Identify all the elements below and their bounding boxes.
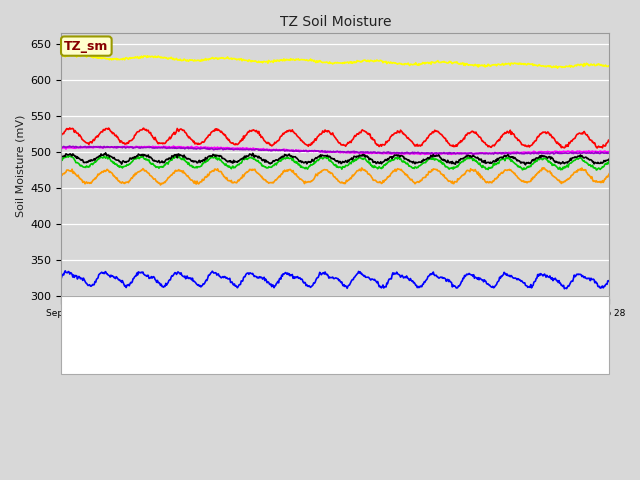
Theta_7 xyxy=(68,144,76,149)
Theta_7 xyxy=(180,145,188,151)
Theta_1 xyxy=(209,128,217,134)
Theta_2 xyxy=(58,173,65,179)
Theta_5 xyxy=(561,286,568,292)
Theta_3 xyxy=(180,56,188,62)
Theta_7 xyxy=(209,146,217,152)
Theta_6 xyxy=(421,152,429,157)
Theta_avg xyxy=(522,162,529,168)
Theta_4 xyxy=(403,161,410,167)
Theta_3 xyxy=(419,60,426,65)
Line: Theta_4: Theta_4 xyxy=(61,155,609,170)
Theta_2 xyxy=(605,171,613,177)
Theta_1 xyxy=(180,128,188,133)
Theta_2 xyxy=(403,173,410,179)
Theta_4 xyxy=(209,154,216,160)
Theta_avg xyxy=(67,153,75,158)
X-axis label: Time: Time xyxy=(321,324,349,334)
Theta_1 xyxy=(58,132,65,138)
Theta_avg xyxy=(102,150,109,156)
Theta_4 xyxy=(419,160,426,166)
Theta_5 xyxy=(180,274,188,280)
Theta_avg xyxy=(403,156,410,162)
Theta_4 xyxy=(211,152,219,158)
Theta_7 xyxy=(66,143,74,149)
Line: Theta_2: Theta_2 xyxy=(61,168,609,185)
Theta_avg xyxy=(419,159,426,165)
Theta_6 xyxy=(605,149,613,155)
Theta_6 xyxy=(180,144,188,150)
Line: Theta_7: Theta_7 xyxy=(61,146,609,154)
Theta_1 xyxy=(605,138,613,144)
Theta_2 xyxy=(180,170,188,176)
Theta_avg xyxy=(58,154,65,159)
Line: Theta_6: Theta_6 xyxy=(61,146,609,155)
Legend: Theta_7, Theta_avg: Theta_7, Theta_avg xyxy=(77,351,215,362)
Line: Theta_avg: Theta_avg xyxy=(61,153,609,165)
Theta_avg xyxy=(209,152,217,157)
Theta_4 xyxy=(58,157,65,163)
Theta_3 xyxy=(76,51,84,57)
Theta_7 xyxy=(463,151,470,157)
Theta_3 xyxy=(403,61,410,67)
Theta_2 xyxy=(157,182,164,188)
Theta_5 xyxy=(419,281,426,287)
Theta_6 xyxy=(170,143,177,149)
Theta_7 xyxy=(125,144,132,150)
Theta_4 xyxy=(67,154,75,159)
Theta_1 xyxy=(68,126,76,132)
Theta_5 xyxy=(68,272,76,277)
Line: Theta_3: Theta_3 xyxy=(61,54,609,68)
Theta_7 xyxy=(419,150,426,156)
Theta_3 xyxy=(58,53,65,59)
Title: TZ Soil Moisture: TZ Soil Moisture xyxy=(280,15,391,29)
Theta_1 xyxy=(419,140,426,146)
Theta_4 xyxy=(179,157,187,163)
Theta_6 xyxy=(419,150,426,156)
Y-axis label: Soil Moisture (mV): Soil Moisture (mV) xyxy=(15,115,25,217)
Theta_7 xyxy=(58,144,65,150)
Theta_2 xyxy=(540,165,548,171)
Theta_1 xyxy=(66,125,74,131)
Theta_2 xyxy=(419,175,426,181)
Theta_7 xyxy=(403,150,410,156)
Theta_5 xyxy=(209,269,217,275)
Theta_avg xyxy=(605,156,613,162)
Theta_6 xyxy=(209,145,217,151)
Theta_1 xyxy=(403,134,410,140)
Theta_1 xyxy=(593,145,601,151)
Theta_7 xyxy=(605,150,613,156)
Theta_5 xyxy=(58,275,65,281)
Theta_5 xyxy=(61,268,69,274)
Theta_3 xyxy=(125,56,132,62)
Theta_5 xyxy=(403,273,410,279)
Theta_4 xyxy=(605,158,613,164)
Theta_3 xyxy=(605,64,613,70)
Theta_4 xyxy=(124,162,132,168)
Bar xyxy=(61,297,609,373)
Theta_3 xyxy=(554,65,561,71)
Theta_3 xyxy=(67,53,75,59)
Theta_2 xyxy=(124,179,132,185)
Theta_avg xyxy=(125,158,132,164)
Theta_6 xyxy=(58,145,65,151)
Theta_avg xyxy=(180,152,188,158)
Line: Theta_5: Theta_5 xyxy=(61,271,609,289)
Theta_3 xyxy=(209,55,217,61)
Theta_1 xyxy=(125,140,132,146)
Line: Theta_1: Theta_1 xyxy=(61,128,609,148)
Theta_2 xyxy=(209,168,217,174)
Theta_2 xyxy=(67,168,75,174)
Theta_4 xyxy=(593,167,600,173)
Theta_6 xyxy=(67,145,75,151)
Theta_6 xyxy=(403,151,410,156)
Text: TZ_sm: TZ_sm xyxy=(64,39,109,53)
Theta_5 xyxy=(125,282,132,288)
Theta_5 xyxy=(605,277,613,283)
Theta_6 xyxy=(124,144,132,149)
